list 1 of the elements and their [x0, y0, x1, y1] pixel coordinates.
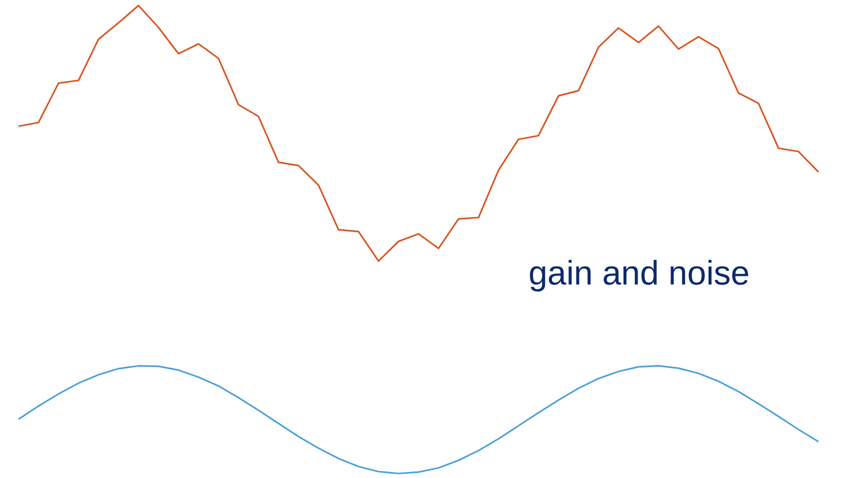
annotation: gain and noise [528, 254, 750, 292]
